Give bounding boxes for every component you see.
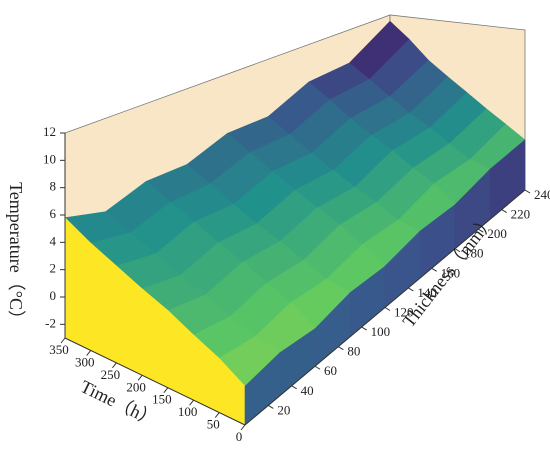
y-tick-label: 150 xyxy=(152,392,172,407)
y-axis xyxy=(64,337,246,426)
z-tick-label: 8 xyxy=(50,179,57,194)
x-tick xyxy=(524,189,531,194)
y-tick-label: 0 xyxy=(236,429,243,444)
x-tick-label: 180 xyxy=(464,246,484,261)
x-tick-label: 200 xyxy=(487,226,507,241)
y-axis-title: Time（h） xyxy=(77,376,160,430)
x-tick-label: 80 xyxy=(347,344,360,359)
x-tick xyxy=(338,346,344,351)
axes: -202468101205010015020025030035020406080… xyxy=(43,124,550,444)
x-tick-label: 160 xyxy=(441,265,461,280)
y-tick xyxy=(112,362,117,369)
y-tick-label: 300 xyxy=(75,354,95,369)
z-tick-label: 12 xyxy=(43,124,56,139)
z-tick-label: 6 xyxy=(50,206,57,221)
z-tick-label: 0 xyxy=(50,288,57,303)
y-tick-label: 50 xyxy=(207,417,220,432)
y-tick xyxy=(86,350,92,356)
z-tick-label: -2 xyxy=(45,315,56,330)
z-axis-title: Temperature（°C） xyxy=(6,182,26,328)
x-tick-label: 220 xyxy=(511,207,530,222)
x-tick xyxy=(268,404,274,409)
y-tick xyxy=(163,387,169,394)
x-tick-label: 20 xyxy=(277,402,290,417)
x-tick xyxy=(361,326,367,331)
y-tick xyxy=(189,399,194,406)
x-tick-label: 120 xyxy=(394,304,414,319)
y-tick-label: 200 xyxy=(126,379,146,394)
y-tick xyxy=(240,424,246,431)
x-tick xyxy=(408,287,414,292)
x-tick-label: 240 xyxy=(534,187,550,202)
x-tick xyxy=(314,365,321,370)
y-tick xyxy=(214,412,220,418)
x-tick-label: 40 xyxy=(301,383,314,398)
y-tick xyxy=(60,337,66,344)
y-tick-label: 100 xyxy=(178,404,198,419)
z-tick-label: 4 xyxy=(50,233,57,248)
x-tick xyxy=(431,267,437,272)
x-tick xyxy=(454,248,461,253)
x-tick xyxy=(501,209,507,214)
x-tick xyxy=(384,307,391,311)
x-tick xyxy=(478,228,484,233)
y-tick xyxy=(137,374,143,381)
y-tick-label: 350 xyxy=(49,342,69,357)
x-tick-label: 140 xyxy=(417,285,437,300)
y-tick-label: 250 xyxy=(101,367,121,382)
z-tick-label: 10 xyxy=(43,151,56,166)
surface xyxy=(64,20,526,426)
x-tick xyxy=(291,385,297,390)
x-tick-label: 100 xyxy=(371,324,391,339)
z-tick-label: 2 xyxy=(50,261,57,276)
x-tick-label: 60 xyxy=(324,363,337,378)
